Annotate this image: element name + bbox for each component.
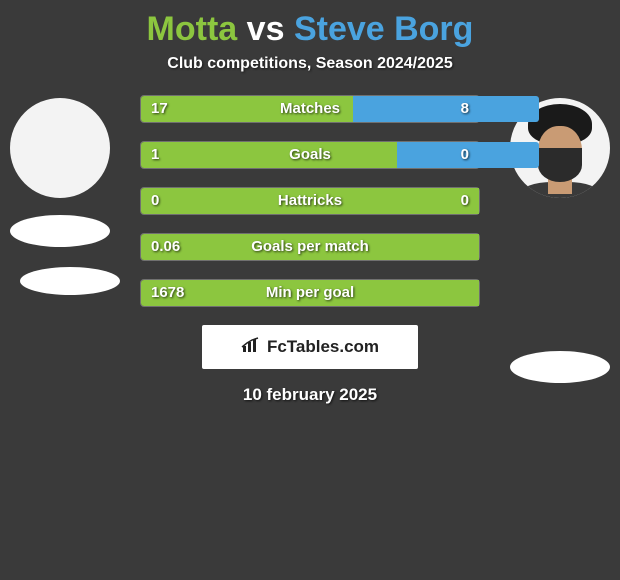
stat-value-right: 0: [461, 192, 469, 209]
stat-label: Hattricks: [141, 192, 479, 209]
stat-value-right: 0: [461, 146, 469, 163]
player2-flag-1: [510, 351, 610, 383]
stat-row-goals-per-match: 0.06 Goals per match: [140, 233, 480, 261]
stat-label: Goals per match: [141, 238, 479, 255]
stat-bars: 17 Matches 8 1 Goals 0 0 Hattricks 0 0.0…: [140, 95, 480, 325]
player2-name: Steve Borg: [294, 10, 474, 48]
player1-flag-1: [10, 215, 110, 247]
stat-value-right: 8: [461, 100, 469, 117]
stat-row-min-per-goal: 1678 Min per goal: [140, 279, 480, 307]
vs-text: vs: [247, 10, 285, 48]
subtitle: Club competitions, Season 2024/2025: [0, 55, 620, 73]
player1-name: Motta: [147, 10, 238, 48]
player1-avatar: [10, 98, 110, 198]
stat-row-goals: 1 Goals 0: [140, 141, 480, 169]
branding-text: FcTables.com: [267, 337, 379, 357]
stat-row-hattricks: 0 Hattricks 0: [140, 187, 480, 215]
date-text: 10 february 2025: [0, 385, 620, 405]
stat-label: Matches: [141, 100, 479, 117]
bar-chart-icon: [241, 337, 261, 358]
comparison-title: Motta vs Steve Borg: [0, 0, 620, 55]
stat-label: Min per goal: [141, 284, 479, 301]
player1-flag-2: [20, 267, 120, 295]
stat-label: Goals: [141, 146, 479, 163]
stat-row-matches: 17 Matches 8: [140, 95, 480, 123]
branding-logo: FcTables.com: [202, 325, 418, 369]
